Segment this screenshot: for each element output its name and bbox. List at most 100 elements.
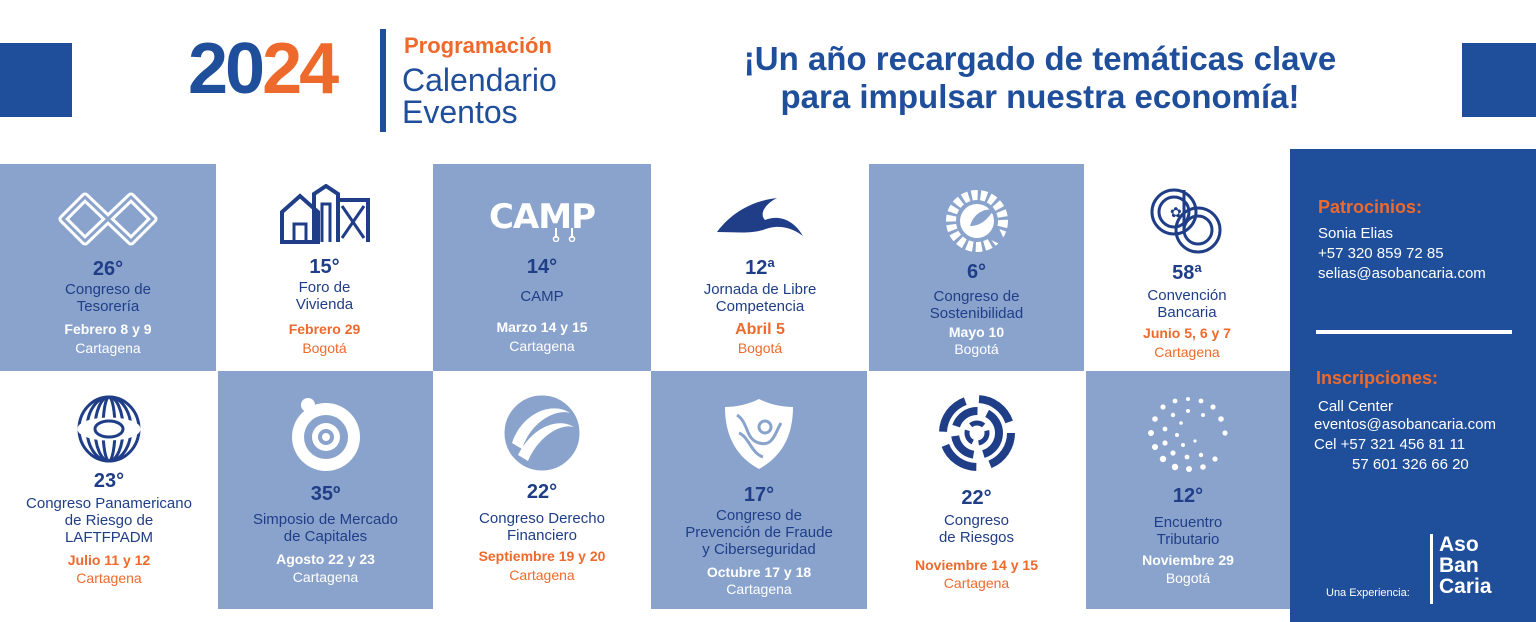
svg-text:CAMP: CAMP: [489, 198, 595, 237]
event-city: Cartagena: [75, 340, 141, 356]
calendario-eventos-label: Calendario Eventos: [402, 64, 557, 128]
camp-logo-icon: CAMP: [489, 198, 596, 242]
event-city: Bogotá: [737, 340, 783, 356]
event-number: 22°: [961, 487, 992, 509]
event-number: 15°: [309, 256, 340, 278]
sidebar-divider: [1316, 330, 1512, 334]
patrocinios-name: Sonia Elias: [1318, 225, 1394, 242]
event-city: Cartagena: [292, 569, 359, 585]
programacion-label: Programación: [404, 33, 552, 58]
event-number: 12ª: [745, 257, 775, 279]
decor-square-right: [1462, 43, 1536, 117]
event-city: Cartagena: [76, 570, 142, 586]
headline-line-1: ¡Un año recargado de temáticas clave: [743, 40, 1337, 77]
event-name: Jornada de Libre Competencia: [703, 281, 817, 315]
calendario-text: Calendario: [402, 62, 557, 98]
event-card-vivienda[interactable]: 15° Foro de Vivienda Febrero 29 Bogotá: [216, 164, 433, 371]
event-name: Congreso de Prevención de Fraude y Ciber…: [685, 507, 833, 558]
patrocinios-email[interactable]: selias@asobancaria.com: [1318, 265, 1486, 282]
event-card-derecho-financiero[interactable]: 22° Congreso Derecho Financiero Septiemb…: [433, 371, 651, 609]
event-card-fraude[interactable]: 17° Congreso de Prevención de Fraude y C…: [651, 371, 867, 609]
event-name: Simposio de Mercado de Capitales: [252, 511, 399, 545]
logo-line-2: Ban: [1439, 554, 1479, 577]
event-name: Congreso de Sostenibilidad: [929, 288, 1024, 322]
asobancaria-logo: Aso Ban Caria: [1430, 534, 1504, 604]
event-city: Cartagena: [509, 338, 575, 354]
event-number: 6°: [966, 261, 987, 283]
event-date: Noviembre 29: [1142, 552, 1234, 568]
vivienda-houses-icon: [279, 184, 370, 244]
event-card-tributario[interactable]: 12° Encuentro Tributario Noviembre 29 Bo…: [1086, 371, 1290, 609]
event-card-panamericano[interactable]: 23° Congreso Panamericano de Riesgo de L…: [0, 371, 218, 609]
header-divider: [380, 29, 386, 132]
event-card-convencion[interactable]: ✿ 58ª Convención Bancaria Junio 5, 6 y 7…: [1084, 164, 1290, 371]
tesoreria-infinity-icon: [58, 192, 158, 246]
dotted-circle-icon: [1148, 397, 1228, 472]
event-city: Cartagena: [726, 581, 792, 597]
event-date: Agosto 22 y 23: [276, 551, 375, 567]
year-title: 2024: [188, 24, 339, 114]
event-name: Convención Bancaria: [1147, 287, 1227, 321]
patrocinios-phone[interactable]: +57 320 859 72 85: [1318, 245, 1444, 262]
event-date: Febrero 8 y 9: [64, 321, 152, 337]
event-date: Mayo 10: [948, 324, 1005, 340]
event-name: Congreso de Riesgos: [938, 512, 1015, 546]
event-name: CAMP: [520, 288, 564, 305]
event-name: Congreso Panamericano de Riesgo de LAFTF…: [26, 495, 192, 546]
headline: ¡Un año recargado de temáticas clave para…: [680, 40, 1400, 116]
event-name: Encuentro Tributario: [1153, 514, 1223, 548]
event-card-sostenibilidad[interactable]: 6° Congreso de Sostenibilidad Mayo 10 Bo…: [869, 164, 1084, 371]
fraud-shield-icon: [725, 399, 793, 469]
event-city: Bogotá: [302, 340, 347, 356]
event-card-camp[interactable]: CAMP 14° CAMP Marzo 14 y 15 Cartagena: [433, 164, 651, 371]
inscripciones-phone-2[interactable]: 57 601 326 66 20: [1352, 456, 1469, 473]
year-part-2: 24: [262, 29, 339, 109]
decor-square-left: [0, 43, 72, 117]
wave-icon: [717, 198, 803, 236]
convencion-cb-icon: ✿: [1150, 188, 1222, 254]
risk-radial-icon: [938, 395, 1015, 471]
event-city: Cartagena: [943, 575, 1010, 591]
headline-line-2: para impulsar nuestra economía!: [780, 78, 1300, 115]
inscripciones-email[interactable]: eventos@asobancaria.com: [1314, 416, 1496, 433]
ring-sphere-icon: [504, 395, 580, 471]
event-number: 23°: [93, 470, 125, 492]
capital-circle-icon: [291, 398, 360, 471]
event-card-tesoreria[interactable]: 26° Congreso de Tesorería Febrero 8 y 9 …: [0, 164, 216, 371]
call-center-label: Call Center: [1318, 398, 1394, 415]
event-card-mercado-capitales[interactable]: 35º Simposio de Mercado de Capitales Ago…: [218, 371, 433, 609]
event-number: 26°: [92, 258, 124, 280]
event-card-libre-competencia[interactable]: 12ª Jornada de Libre Competencia Abril 5…: [651, 164, 869, 371]
event-number: 35º: [310, 483, 341, 505]
event-number: 12°: [1172, 485, 1204, 507]
event-number: 22°: [526, 481, 558, 503]
event-city: Bogotá: [1165, 570, 1211, 586]
event-date: Octubre 17 y 18: [706, 564, 812, 580]
event-date: Febrero 29: [288, 321, 361, 337]
event-city: Cartagena: [1154, 344, 1220, 360]
event-city: Bogotá: [954, 341, 999, 357]
logo-line-3: Caria: [1439, 575, 1492, 598]
event-date: Marzo 14 y 15: [496, 319, 588, 335]
event-number: 58ª: [1172, 262, 1202, 284]
event-date: Noviembre 14 y 15: [915, 557, 1038, 573]
eventos-text: Eventos: [402, 94, 518, 130]
contact-sidebar: Patrocinios: Sonia Elias +57 320 859 72 …: [1290, 149, 1536, 622]
event-number: 17°: [743, 484, 775, 506]
event-date: Septiembre 19 y 20: [478, 548, 606, 564]
event-card-riesgos[interactable]: 22° Congreso de Riesgos Noviembre 14 y 1…: [867, 371, 1086, 609]
event-date: Abril 5: [735, 321, 785, 338]
event-number: 14°: [526, 256, 558, 278]
event-date: Julio 11 y 12: [67, 552, 151, 568]
inscripciones-phone-1[interactable]: Cel +57 321 456 81 11: [1314, 436, 1466, 453]
svg-text:✿: ✿: [1170, 205, 1182, 221]
spiral-sphere-icon: [77, 395, 141, 463]
patrocinios-heading: Patrocinios:: [1318, 197, 1423, 217]
event-name: Congreso Derecho Financiero: [479, 510, 605, 544]
inscripciones-heading: Inscripciones:: [1316, 368, 1439, 388]
experiencia-label: Una Experiencia:: [1326, 587, 1410, 599]
year-part-1: 20: [188, 29, 265, 109]
sustainability-leaf-gear-icon: [945, 190, 1008, 252]
event-name: Congreso de Tesorería: [65, 281, 151, 315]
event-city: Cartagena: [509, 567, 575, 583]
